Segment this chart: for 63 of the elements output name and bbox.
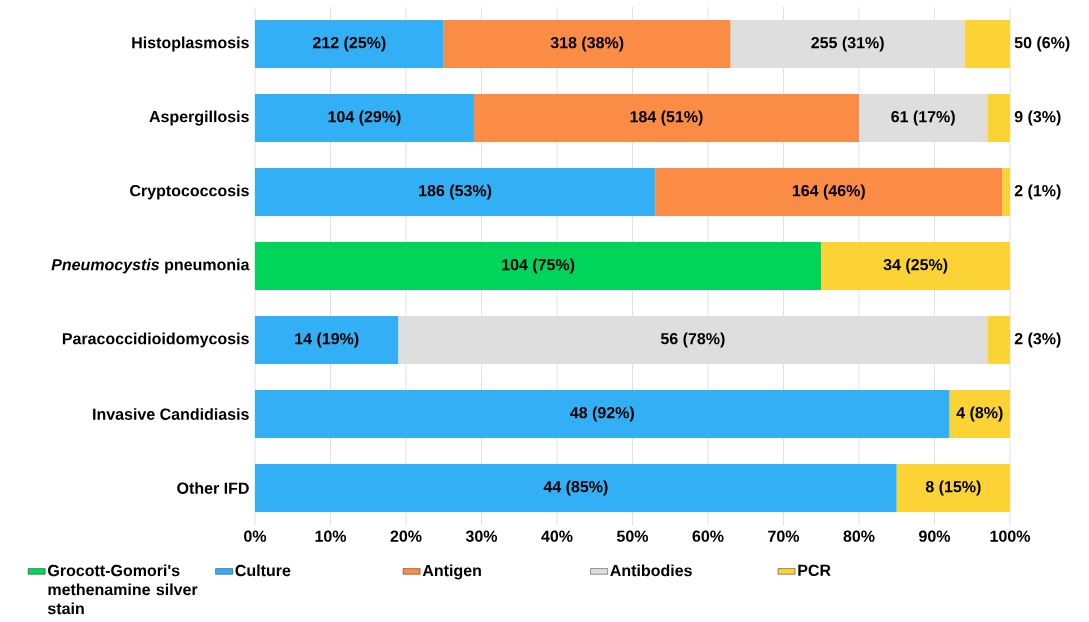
data-label: 48 (92%)	[570, 406, 634, 422]
bar	[896, 463, 1010, 513]
y-tick-label: Cryptococcosis	[130, 184, 249, 200]
legend-label: PCR	[798, 564, 831, 576]
data-label: 56 (78%)	[660, 332, 725, 348]
data-label: 186 (53%)	[419, 184, 492, 200]
bar	[821, 241, 1010, 291]
data-label: 34 (25%)	[883, 258, 948, 274]
data-label: 14 (19%)	[295, 332, 359, 348]
x-tick-label: 30%	[465, 530, 498, 542]
data-label: 9 (3%)	[1014, 110, 1061, 126]
data-label: 4 (8%)	[956, 406, 1003, 422]
y-tick-label: Pneumocystis pneumonia	[51, 258, 250, 274]
legend-label: Antibodies	[610, 564, 692, 577]
x-tick-label: 20%	[390, 530, 422, 542]
bar	[949, 389, 1010, 439]
bar	[987, 93, 1010, 143]
bar	[255, 241, 822, 291]
x-tick-label: 90%	[919, 530, 951, 542]
bar	[1002, 167, 1010, 217]
bar	[730, 19, 965, 69]
x-tick-label: 100%	[990, 530, 1031, 542]
x-tick-label: 60%	[692, 530, 724, 542]
bar	[255, 389, 950, 439]
y-tick-label: Invasive Candidiasis	[93, 408, 249, 420]
data-label: 50 (6%)	[1014, 36, 1070, 52]
data-label: 8 (15%)	[925, 480, 981, 496]
data-label: 184 (51%)	[630, 110, 703, 126]
legend-label: Culture	[235, 564, 291, 577]
data-label: 212 (25%)	[313, 36, 386, 52]
bar	[255, 19, 444, 69]
x-tick-label: 70%	[768, 530, 800, 542]
data-label: 2 (3%)	[1014, 332, 1061, 348]
x-tick-label: 50%	[616, 530, 649, 542]
y-tick-label: Other IFD	[177, 482, 249, 494]
legend-label: Antigen	[422, 564, 481, 580]
data-label: 104 (75%)	[502, 258, 575, 274]
data-label: 104 (29%)	[328, 110, 401, 126]
bar	[255, 315, 399, 365]
bar	[655, 167, 1003, 217]
bar	[255, 167, 656, 217]
y-tick-label: Aspergillosis	[149, 110, 249, 126]
bar	[964, 19, 1010, 69]
x-tick-label: 80%	[843, 530, 875, 542]
legend-label: Grocott-Gomori's methenamine silver stain	[47, 564, 198, 615]
y-tick-label: Paracoccidioidomycosis	[62, 332, 249, 348]
x-tick-label: 0%	[244, 530, 267, 542]
bar	[443, 19, 731, 69]
data-label: 164 (46%)	[792, 184, 865, 200]
bar	[255, 93, 474, 143]
x-tick-label: 10%	[315, 530, 347, 542]
data-label: 2 (1%)	[1014, 184, 1061, 200]
data-label: 318 (38%)	[550, 36, 624, 52]
bar	[473, 93, 859, 143]
data-label: 44 (85%)	[543, 480, 608, 496]
bar	[859, 93, 988, 143]
bar	[255, 463, 897, 513]
data-label: 255 (31%)	[811, 36, 884, 52]
y-tick-label: Histoplasmosis	[132, 36, 249, 52]
x-tick-label: 40%	[541, 530, 573, 542]
data-label: 61 (17%)	[891, 110, 955, 126]
bar	[398, 315, 988, 365]
bar	[987, 315, 1010, 365]
